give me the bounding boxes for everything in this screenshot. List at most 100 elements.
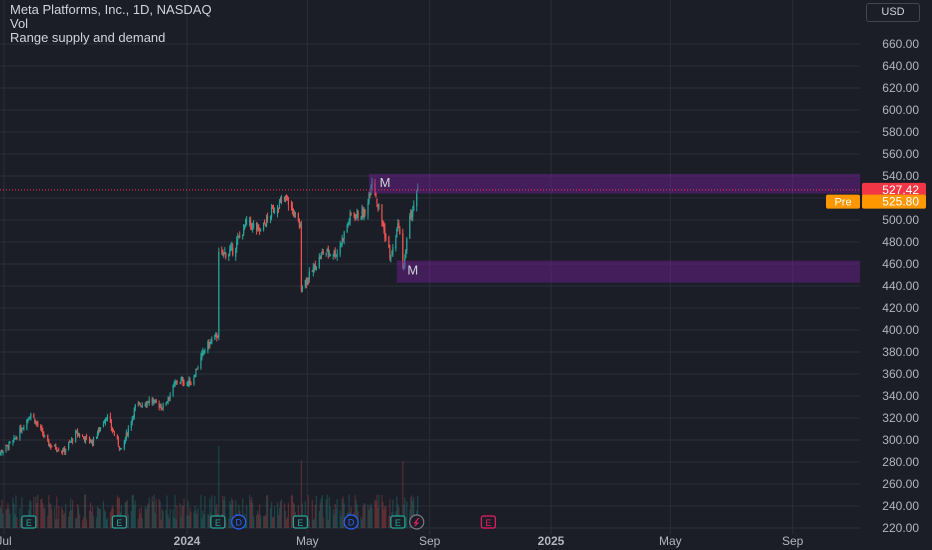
candle-body <box>342 238 344 240</box>
candle-body <box>332 254 334 256</box>
price-axis[interactable]: 220.00 240.00 260.00 280.00 300.00 320.00 340.… <box>882 37 919 535</box>
volume-bar <box>47 515 49 528</box>
candle-body <box>183 383 185 385</box>
volume-bar <box>371 507 373 528</box>
volume-bar <box>335 508 337 528</box>
last-price-tag <box>862 182 926 197</box>
price-tick-label: 540.00 <box>882 169 919 183</box>
volume-bar <box>140 507 142 528</box>
candle-body <box>166 400 168 403</box>
volume-bar <box>64 512 66 528</box>
volume-bar <box>224 496 226 528</box>
price-tick-label: 460.00 <box>882 257 919 271</box>
volume-bar <box>116 495 118 528</box>
candle-body <box>155 399 157 403</box>
price-tick-label: 380.00 <box>882 345 919 359</box>
candle-body <box>146 401 148 405</box>
candle-body <box>76 431 79 435</box>
candle-body <box>90 440 93 444</box>
candle-body <box>375 192 377 198</box>
candle-body <box>43 433 45 437</box>
volume-bar <box>413 497 415 528</box>
volume-bar <box>137 518 139 528</box>
candle-body <box>221 250 223 252</box>
volume-bar <box>195 510 197 528</box>
earnings-marker-label: E <box>116 518 122 528</box>
candle-body <box>218 251 220 338</box>
volume-bar <box>33 497 35 528</box>
earnings-marker-label: E <box>485 518 491 528</box>
candle-body <box>340 243 342 246</box>
volume-bar <box>186 515 188 528</box>
candle-body <box>231 246 233 248</box>
volume-bar <box>104 511 107 528</box>
candle-body <box>346 225 348 233</box>
volume-bar <box>202 510 204 528</box>
candle-body <box>182 378 184 384</box>
volume-bar <box>71 510 73 528</box>
volume-bar <box>332 509 334 528</box>
volume-bar <box>77 507 80 528</box>
volume-bar <box>389 499 391 528</box>
candle-body <box>42 430 44 435</box>
candle-body <box>20 427 22 432</box>
dividend-marker-label: D <box>235 518 242 528</box>
volume-bar <box>30 501 32 528</box>
range-indicator-label[interactable]: Range supply and demand <box>10 30 166 45</box>
candle-body <box>244 225 246 227</box>
volume-bar <box>20 519 22 528</box>
candle-body <box>353 213 355 216</box>
candle-body <box>204 349 206 352</box>
volume-bar <box>35 496 37 528</box>
volume-bar <box>41 498 43 528</box>
candle-body <box>15 438 17 440</box>
candle-body <box>49 444 51 448</box>
candle-body <box>286 195 289 198</box>
volume-bar <box>70 498 72 528</box>
volume-bar <box>392 499 394 528</box>
symbol-title[interactable]: Meta Platforms, Inc., 1D, NASDAQ <box>10 2 212 17</box>
candle-body <box>62 451 64 453</box>
volume-bar <box>322 517 324 528</box>
volume-bar <box>138 508 140 528</box>
volume-bar <box>211 495 213 528</box>
volume-bar <box>139 513 141 528</box>
candle-body <box>266 216 269 219</box>
candle-body <box>341 237 343 244</box>
volume-bar <box>200 494 202 528</box>
candle-body <box>70 441 72 443</box>
candle-body <box>276 209 279 213</box>
volume-bar <box>36 502 38 528</box>
volume-bar <box>110 509 113 528</box>
price-tick-label: 640.00 <box>882 59 919 73</box>
candle-body <box>270 207 273 218</box>
demand-zone-label: M <box>407 263 418 278</box>
time-axis[interactable]: Jul 2024 May Sep 2025 May Sep <box>0 534 804 548</box>
volume-bar <box>209 498 211 528</box>
candle-body <box>83 437 86 441</box>
volume-bar <box>329 506 331 528</box>
candle-body <box>311 270 313 272</box>
volume-indicator-label[interactable]: Vol <box>10 16 29 31</box>
candle-body <box>354 214 356 219</box>
volume-bar <box>223 499 225 528</box>
candle-body <box>48 439 50 447</box>
price-tick-label: 400.00 <box>882 323 919 337</box>
volume-bar <box>105 519 108 528</box>
volume-bar <box>98 508 101 528</box>
candle-body <box>321 251 323 253</box>
candle-body <box>189 380 191 386</box>
candle-body <box>34 418 36 424</box>
candle-body <box>370 187 372 195</box>
volume-bar <box>83 495 86 528</box>
candle-body <box>349 212 351 222</box>
volume-bar <box>246 505 248 528</box>
volume-bar <box>144 506 146 528</box>
volume-bar <box>173 517 175 528</box>
candle-body <box>258 224 260 227</box>
currency-button[interactable]: USD <box>866 3 920 22</box>
candle-body <box>95 436 98 439</box>
candle-body <box>97 428 100 433</box>
